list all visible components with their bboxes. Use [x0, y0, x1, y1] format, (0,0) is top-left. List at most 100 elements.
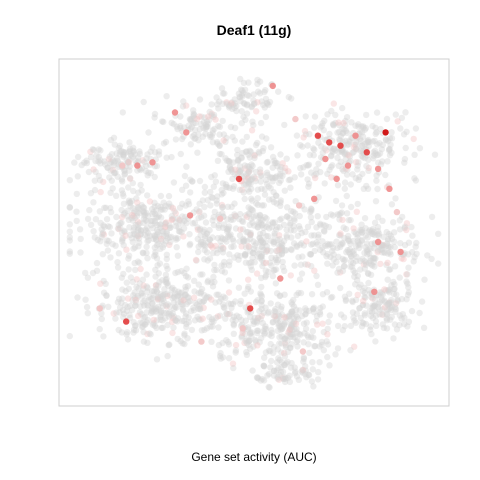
scatter-point	[262, 273, 269, 281]
scatter-point	[219, 354, 227, 361]
scatter-point	[357, 257, 364, 265]
scatter-point	[152, 234, 159, 241]
scatter-point	[103, 292, 110, 299]
scatter-point	[285, 168, 292, 175]
scatter-point	[152, 149, 159, 156]
scatter-point	[121, 228, 128, 235]
scatter-point	[118, 147, 125, 155]
scatter-point	[91, 234, 99, 241]
scatter-point	[192, 299, 199, 307]
scatter-point	[323, 147, 330, 154]
scatter-point	[310, 383, 317, 390]
scatter-point	[218, 234, 225, 241]
scatter-point	[277, 306, 285, 313]
scatter-point	[236, 163, 244, 170]
scatter-point	[221, 269, 229, 276]
scatter-point	[217, 355, 224, 362]
scatter-point	[254, 201, 262, 208]
scatter-point	[257, 172, 264, 180]
scatter-point	[319, 238, 326, 245]
scatter-point	[373, 151, 381, 159]
scatter-point	[106, 153, 114, 160]
scatter-point	[388, 135, 396, 142]
scatter-point	[135, 243, 142, 250]
scatter-point	[214, 101, 221, 108]
scatter-point	[247, 288, 254, 295]
scatter-point	[284, 213, 291, 220]
scatter-point	[282, 319, 289, 326]
scatter-point	[409, 232, 416, 239]
scatter-point	[196, 226, 203, 234]
scatter-point	[387, 141, 394, 148]
scatter-point	[347, 253, 355, 260]
scatter-point	[89, 269, 97, 277]
scatter-point	[240, 113, 247, 121]
scatter-point	[272, 159, 279, 166]
scatter-point	[350, 247, 357, 255]
scatter-point	[145, 129, 152, 136]
scatter-point	[267, 364, 274, 371]
scatter-point	[388, 303, 396, 311]
scatter-point	[269, 318, 277, 326]
scatter-point	[333, 238, 340, 245]
scatter-point	[152, 249, 159, 256]
scatter-point	[231, 96, 238, 103]
scatter-point	[161, 291, 169, 298]
scatter-point	[269, 319, 276, 326]
scatter-point	[355, 284, 363, 291]
scatter-point	[169, 215, 177, 222]
scatter-point	[314, 321, 321, 328]
scatter-point	[123, 307, 131, 314]
scatter-point	[372, 338, 379, 345]
scatter-point	[274, 373, 281, 381]
scatter-point	[282, 335, 289, 342]
scatter-point	[178, 267, 185, 275]
scatter-point	[172, 136, 180, 143]
scatter-point	[344, 235, 352, 243]
scatter-point	[106, 223, 114, 231]
scatter-point	[367, 229, 375, 236]
scatter-point	[377, 246, 384, 253]
scatter-point	[259, 257, 266, 264]
scatter-point	[120, 211, 127, 218]
scatter-point	[379, 141, 386, 149]
scatter-point	[300, 320, 308, 327]
scatter-point	[139, 157, 146, 164]
scatter-point	[90, 166, 97, 173]
scatter-point	[261, 363, 268, 370]
scatter-point	[139, 323, 147, 330]
scatter-point	[247, 231, 254, 238]
scatter-point	[131, 289, 138, 296]
scatter-point	[339, 255, 346, 263]
scatter-point	[313, 313, 321, 320]
scatter-point	[346, 246, 354, 253]
scatter-point	[202, 219, 210, 226]
scatter-point	[229, 300, 237, 308]
scatter-point	[361, 126, 368, 133]
scatter-point	[367, 245, 374, 252]
scatter-point	[243, 102, 251, 109]
scatter-point	[278, 325, 285, 333]
scatter-point	[334, 211, 341, 218]
scatter-point	[134, 204, 141, 211]
scatter-point	[281, 314, 288, 321]
scatter-point	[257, 166, 264, 173]
scatter-point	[358, 152, 365, 159]
scatter-point	[261, 104, 268, 111]
scatter-point	[259, 216, 266, 224]
scatter-point	[66, 204, 74, 211]
scatter-point	[201, 203, 208, 211]
scatter-point	[255, 148, 263, 156]
scatter-point	[310, 305, 317, 312]
scatter-point	[329, 120, 337, 128]
scatter-point	[329, 147, 336, 154]
scatter-point	[368, 227, 376, 234]
scatter-point	[126, 156, 133, 163]
scatter-point	[157, 245, 164, 252]
scatter-point	[292, 320, 300, 327]
scatter-point	[77, 235, 84, 243]
scatter-point	[165, 203, 172, 210]
scatter-point	[279, 160, 286, 167]
scatter-point	[225, 289, 233, 296]
scatter-point	[357, 314, 364, 322]
